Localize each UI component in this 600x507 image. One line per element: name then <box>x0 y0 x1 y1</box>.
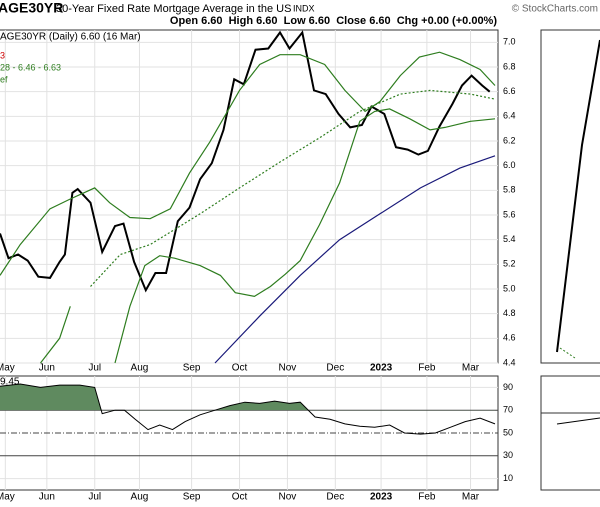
x-tick-label: Sep <box>183 492 201 503</box>
x-tick-label: May <box>0 492 15 503</box>
legend-entry: 28 - 6.46 - 6.63 <box>0 62 61 72</box>
y-tick-label: 5.8 <box>503 185 516 195</box>
x-tick-label: Oct <box>232 492 248 503</box>
legend-entry: 3 <box>0 50 5 60</box>
y-tick-label: 6.2 <box>503 135 516 145</box>
x-tick-label: Oct <box>232 363 248 374</box>
y-tick-label: 6.6 <box>503 86 516 96</box>
x-tick-label: Feb <box>418 363 436 374</box>
x-tick-label: Mar <box>462 363 480 374</box>
rsi-label: 9.45 <box>0 377 20 388</box>
series-line <box>0 30 491 293</box>
side-line <box>556 39 600 353</box>
y-tick-label: 4.8 <box>503 308 516 318</box>
series-line <box>0 51 496 276</box>
y-tick-label: 4.6 <box>503 333 516 343</box>
x-tick-label: 2023 <box>370 492 393 503</box>
credit: © StockCharts.com <box>512 4 598 15</box>
series-line <box>40 108 496 364</box>
x-tick-label: Dec <box>326 492 344 503</box>
symbol: AGE30YR <box>0 0 63 16</box>
side-panel <box>540 29 600 364</box>
y-tick-label: 6.4 <box>503 111 516 121</box>
x-tick-label: Dec <box>326 363 344 374</box>
y-tick-label: 7.0 <box>503 37 516 47</box>
rsi-tick-label: 50 <box>503 427 513 437</box>
rsi-fill <box>0 384 495 411</box>
x-tick-label: Mar <box>462 492 480 503</box>
x-tick-label: 2023 <box>370 363 393 374</box>
series-line <box>90 89 496 287</box>
side-average <box>559 347 576 359</box>
title: 30-Year Fixed Rate Mortgage Average in t… <box>56 3 291 15</box>
x-tick-label: May <box>0 363 15 374</box>
x-tick-label: Aug <box>131 492 149 503</box>
plot: May May Jun Jun Jul Jul Aug Aug Sep Sep Oct Oct Nov N… <box>0 30 516 503</box>
y-tick-label: 6.0 <box>503 160 516 170</box>
x-tick-label: Feb <box>418 492 436 503</box>
y-tick-label: 5.6 <box>503 209 516 219</box>
y-tick-label: 6.8 <box>503 61 516 71</box>
ohlc: Open 6.60 High 6.60 Low 6.60 Close 6.60 … <box>170 15 497 27</box>
side-rsi-panel <box>540 375 600 491</box>
x-tick-label: Sep <box>183 363 201 374</box>
rsi-tick-label: 30 <box>503 450 513 460</box>
legend-entry: ef <box>0 74 8 84</box>
rsi-tick-label: 90 <box>503 382 513 392</box>
x-tick-label: Jul <box>88 363 101 374</box>
x-tick-label: Jun <box>39 492 55 503</box>
rsi-tick-label: 10 <box>503 473 513 483</box>
x-tick-label: Aug <box>131 363 149 374</box>
y-tick-label: 4.4 <box>503 357 516 367</box>
x-tick-label: Jun <box>39 363 55 374</box>
y-tick-label: 5.2 <box>503 259 516 269</box>
y-tick-label: 5.4 <box>503 234 516 244</box>
exchange: INDX <box>293 3 315 13</box>
x-tick-label: Jul <box>88 492 101 503</box>
x-tick-label: Nov <box>279 363 297 374</box>
y-tick-label: 5.0 <box>503 283 516 293</box>
series-line <box>214 155 496 364</box>
rsi-line <box>0 383 496 435</box>
legend-entry: AGE30YR (Daily) 6.60 (16 Mar) <box>0 32 141 43</box>
x-tick-label: Nov <box>279 492 297 503</box>
side-rsi-line <box>556 417 600 425</box>
rsi-panel <box>0 375 499 491</box>
rsi-tick-label: 70 <box>503 405 513 415</box>
